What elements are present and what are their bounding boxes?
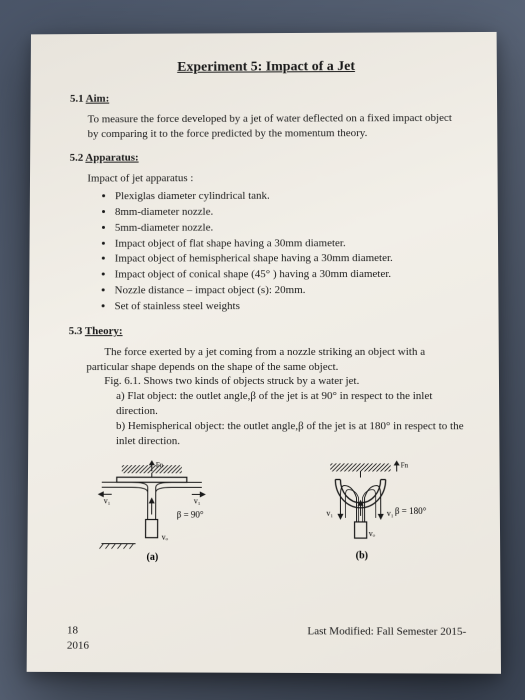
experiment-title: Experiment 5: Impact of a Jet bbox=[70, 58, 463, 78]
aim-num: 5.1 bbox=[69, 93, 83, 105]
theory-sub-a: a) Flat object: the outlet angle,β of th… bbox=[116, 389, 465, 419]
footer-year: 2016 bbox=[66, 639, 88, 654]
theory-body: The force exerted by a jet coming from a… bbox=[85, 345, 464, 449]
aim-label: Aim: bbox=[85, 93, 109, 105]
footer-left: 18 2016 bbox=[66, 624, 88, 654]
fn-label-a: Fn bbox=[155, 461, 163, 469]
caption-b: (b) bbox=[355, 550, 367, 561]
theory-sub-b: b) Hemispherical object: the outlet angl… bbox=[115, 419, 464, 449]
apparatus-num: 5.2 bbox=[69, 152, 83, 164]
vo-label-a: vₒ bbox=[161, 532, 168, 541]
list-item: Impact object of flat shape having a 30m… bbox=[114, 236, 463, 252]
last-modified: Last Modified: Fall Semester 2015- bbox=[307, 624, 466, 655]
theory-num: 5.3 bbox=[68, 325, 82, 337]
list-item: 8mm-diameter nozzle. bbox=[114, 204, 463, 220]
figure-a-flat-plate: Fn v₁ v₁ vₒ β = 90° bbox=[81, 459, 252, 570]
list-item: Plexiglas diameter cylindrical tank. bbox=[114, 188, 463, 204]
theory-label: Theory: bbox=[84, 325, 122, 337]
page-number: 18 bbox=[66, 624, 88, 639]
list-item: Nozzle distance – impact object (s): 20m… bbox=[114, 283, 464, 298]
document-page: Experiment 5: Impact of a Jet 5.1 Aim: T… bbox=[26, 32, 500, 674]
figure-b-hemispherical: Fn v₁ v₁ vₒ β = 180° (b) bbox=[280, 459, 452, 570]
list-item: 5mm-diameter nozzle. bbox=[114, 220, 463, 236]
fn-label-b: Fn bbox=[400, 461, 408, 469]
v1-left-a: v₁ bbox=[103, 496, 110, 505]
v1-right-a: v₁ bbox=[193, 496, 200, 505]
beta-label-a: β = 90° bbox=[176, 509, 203, 519]
v1-right-b: v₁ bbox=[386, 508, 393, 517]
apparatus-label: Apparatus: bbox=[85, 152, 138, 164]
apparatus-heading: 5.2 Apparatus: bbox=[69, 150, 463, 166]
theory-para1: The force exerted by a jet coming from a… bbox=[86, 345, 464, 375]
caption-a: (a) bbox=[146, 551, 158, 562]
list-item: Impact object of hemispherical shape hav… bbox=[114, 251, 463, 266]
apparatus-intro: Impact of jet apparatus : bbox=[87, 171, 457, 187]
aim-heading: 5.1 Aim: bbox=[69, 90, 462, 106]
figure-row: Fn v₁ v₁ vₒ β = 90° bbox=[67, 459, 466, 571]
vo-label-b: vₒ bbox=[368, 529, 375, 538]
v1-left-b: v₁ bbox=[326, 508, 333, 517]
page-footer: 18 2016 Last Modified: Fall Semester 201… bbox=[66, 624, 465, 656]
beta-label-b: β = 180° bbox=[394, 505, 426, 515]
list-item: Impact object of conical shape (45° ) ha… bbox=[114, 267, 464, 282]
list-item: Set of stainless steel weights bbox=[114, 299, 464, 314]
aim-text: To measure the force developed by a jet … bbox=[87, 111, 457, 142]
theory-heading: 5.3 Theory: bbox=[68, 324, 464, 339]
apparatus-list: Plexiglas diameter cylindrical tank. 8mm… bbox=[114, 188, 464, 314]
theory-figline: Fig. 6.1. Shows two kinds of objects str… bbox=[86, 374, 465, 389]
